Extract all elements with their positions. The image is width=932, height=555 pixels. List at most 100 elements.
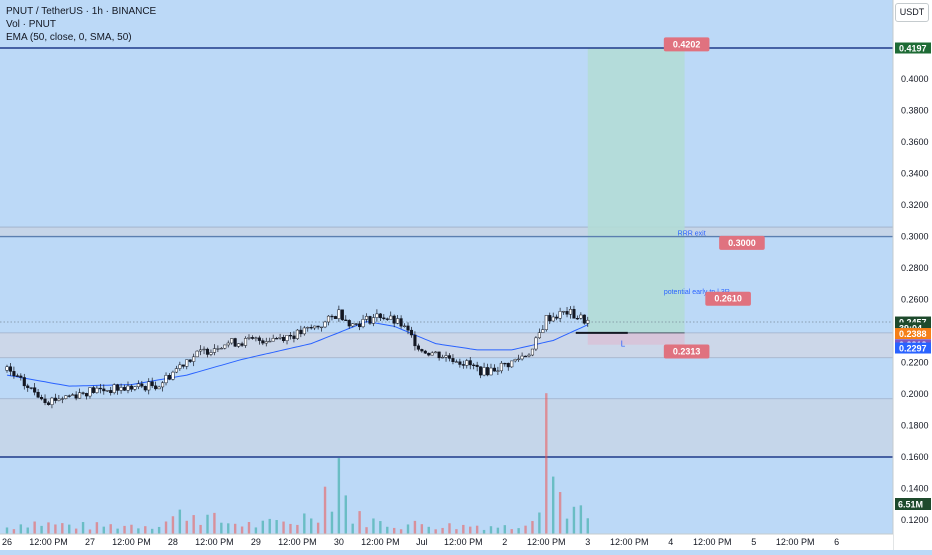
volume-bar xyxy=(358,511,361,534)
candle-body xyxy=(150,381,154,387)
candle-body xyxy=(565,311,569,315)
candle-body xyxy=(475,364,479,367)
candle-body xyxy=(188,359,192,362)
x-tick-label: 26 xyxy=(2,537,12,547)
candle-body xyxy=(575,317,579,320)
candle-body xyxy=(74,394,78,399)
candle-body xyxy=(147,381,151,391)
candle-body xyxy=(91,387,95,393)
y-tick-label: 0.3600 xyxy=(901,137,929,147)
x-tick-label: 12:00 PM xyxy=(444,537,483,547)
candle-body xyxy=(389,315,393,320)
candle-body xyxy=(292,335,296,339)
candle-body xyxy=(403,325,407,327)
volume-bar xyxy=(538,512,541,534)
price-zone xyxy=(0,227,893,237)
candle-body xyxy=(212,348,216,353)
y-tick-label: 0.2000 xyxy=(901,389,929,399)
volume-bar xyxy=(386,526,389,534)
volume-axis-tag xyxy=(895,498,931,510)
candle-body xyxy=(434,351,438,354)
x-tick-label: 12:00 PM xyxy=(527,537,566,547)
volume-bar xyxy=(399,529,403,534)
candle-body xyxy=(154,385,158,390)
volume-bar xyxy=(475,525,479,534)
candle-body xyxy=(378,313,382,319)
x-tick-label: 28 xyxy=(168,537,178,547)
candle-body xyxy=(119,387,123,391)
candle-body xyxy=(344,319,348,321)
candle-body xyxy=(454,361,458,363)
volume-bar xyxy=(510,529,513,534)
volume-bar xyxy=(552,476,555,534)
volume-bar xyxy=(213,512,216,534)
candle-body xyxy=(586,319,590,324)
x-tick-label: 30 xyxy=(334,537,344,547)
candle-body xyxy=(116,384,120,391)
candle-body xyxy=(112,384,116,393)
volume-bar xyxy=(150,528,154,534)
candle-body xyxy=(351,323,355,327)
volume-bar xyxy=(558,492,562,534)
volume-bar xyxy=(310,518,313,534)
candle-body xyxy=(330,315,334,318)
candle-body xyxy=(537,332,541,339)
price-axis-tag-text: 0.2297 xyxy=(899,344,927,354)
volume-bar xyxy=(503,525,507,534)
candle-body xyxy=(109,390,113,393)
volume-bar xyxy=(116,528,119,534)
candle-body xyxy=(57,398,61,401)
candle-body xyxy=(479,366,483,376)
candle-body xyxy=(171,371,175,380)
candle-body xyxy=(313,325,317,329)
volume-bar xyxy=(33,521,36,534)
currency-button[interactable]: USDT xyxy=(895,3,929,22)
x-tick-label: Jul xyxy=(416,537,428,547)
candle-body xyxy=(98,387,102,390)
candle-body xyxy=(185,359,189,367)
candle-body xyxy=(524,355,528,358)
x-tick-label: 12:00 PM xyxy=(610,537,649,547)
x-tick-label: 12:00 PM xyxy=(29,537,68,547)
candle-body xyxy=(503,362,507,365)
volume-bar xyxy=(220,522,223,534)
volume-bar xyxy=(54,524,57,534)
x-tick-label: 12:00 PM xyxy=(361,537,400,547)
candle-body xyxy=(133,386,137,390)
candle-body xyxy=(261,340,265,344)
volume-bar xyxy=(579,505,583,534)
x-tick-label: 12:00 PM xyxy=(112,537,151,547)
volume-bar xyxy=(441,527,444,534)
volume-bar xyxy=(68,524,71,534)
volume-bar xyxy=(420,524,424,534)
candle-body xyxy=(541,329,545,333)
candle-body xyxy=(558,311,562,319)
candle-body xyxy=(209,352,213,355)
candle-body xyxy=(517,358,521,361)
candle-body xyxy=(240,343,244,346)
volume-bar xyxy=(337,458,341,534)
candle-body xyxy=(36,391,40,398)
volume-bar xyxy=(303,513,306,534)
volume-bar xyxy=(81,522,85,534)
candle-body xyxy=(50,397,54,405)
candle-body xyxy=(527,354,531,357)
candle-body xyxy=(264,341,268,344)
candle-body xyxy=(579,314,583,319)
price-axis-tag xyxy=(895,322,931,334)
volume-bar xyxy=(74,528,78,534)
candle-body xyxy=(371,317,375,324)
candle-body xyxy=(230,338,234,344)
candle-body xyxy=(551,316,555,322)
price-axis-tag xyxy=(895,328,931,340)
candle-body xyxy=(323,321,327,328)
annotation-badge-text: 0.2610 xyxy=(714,294,742,304)
candle-body xyxy=(337,309,341,319)
candle-body xyxy=(406,325,410,331)
volume-bar xyxy=(365,527,368,534)
candle-body xyxy=(81,392,85,394)
volume-bar xyxy=(240,526,244,534)
volume-bar xyxy=(164,521,168,534)
